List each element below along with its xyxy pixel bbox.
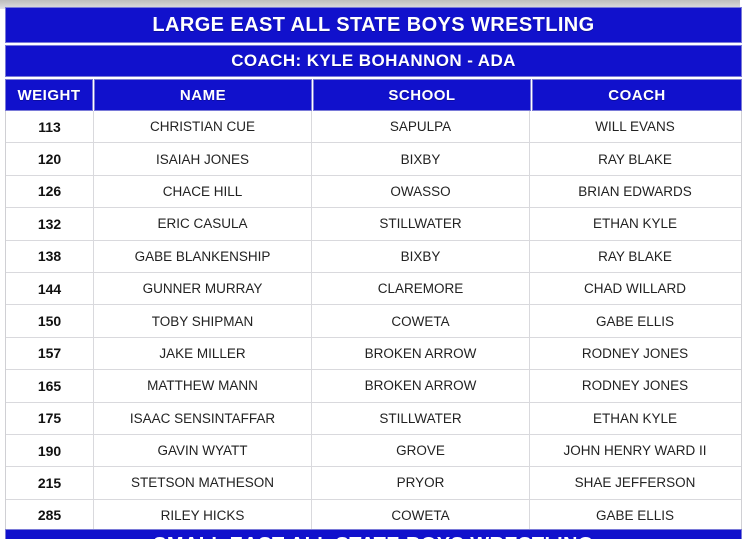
table-row: 175 ISAAC SENSINTAFFAR STILLWATER ETHAN KYL… [6,402,741,435]
next-section-banner: SMALL EAST ALL STATE BOYS WRESTLING [5,529,742,539]
column-header-coach: COACH [532,79,742,111]
cell-weight: 215 [6,467,94,499]
table-row: 144 GUNNER MURRAY CLAREMORE CHAD WILLARD [6,272,741,306]
table-column-header-row: WEIGHT NAME SCHOOL COACH [5,79,742,111]
cell-weight: 120 [6,143,94,175]
cell-school: COWETA [312,305,530,337]
cell-weight: 175 [6,402,94,434]
cell-coach: BRIAN EDWARDS [578,183,692,199]
table-row: 126 CHACE HILL OWASSO BRIAN EDWARDS [6,175,741,209]
cell-weight: 113 [6,111,94,143]
cell-name: ISAAC SENSINTAFFAR [94,402,312,434]
cell-school: CLAREMORE [312,272,530,305]
cell-weight: 144 [6,272,94,305]
cell-coach: JOHN HENRY WARD II [563,443,707,459]
cell-weight: 190 [6,434,94,467]
cell-school: BROKEN ARROW [312,337,530,370]
cell-name: CHACE HILL [94,175,312,208]
cell-school: COWETA [312,499,530,532]
cell-name: ISAIAH JONES [94,143,312,175]
cell-weight: 157 [6,337,94,370]
cell-weight: 138 [6,240,94,272]
table-row: 285 RILEY HICKS COWETA GABE ELLIS [6,499,741,533]
cell-coach: GABE ELLIS [595,313,675,329]
cell-school: BIXBY [312,143,530,175]
cell-coach: RODNEY JONES [581,345,689,361]
cell-weight: 126 [6,175,94,208]
cell-coach: RAY BLAKE [598,248,672,264]
cell-coach: GABE ELLIS [595,507,675,523]
cell-name: ERIC CASULA [94,208,312,240]
table-row: 150 TOBY SHIPMAN COWETA GABE ELLIS [6,305,741,338]
cell-weight: 165 [6,370,94,402]
cell-name: GUNNER MURRAY [94,272,312,305]
cell-name: TOBY SHIPMAN [94,305,312,337]
table-row: 113 CHRISTIAN CUE SAPULPA WILL EVANS [6,111,741,144]
table-row: 165 MATTHEW MANN BROKEN ARROW RODNEY JONES [6,370,741,403]
cell-school: BROKEN ARROW [312,370,530,402]
table-row: 138 GABE BLANKENSHIP BIXBY RAY BLAKE [6,240,741,273]
cell-coach: RAY BLAKE [598,151,672,167]
table-row: 215 STETSON MATHESON PRYOR SHAE JEFFERSON [6,467,741,500]
cell-coach: RODNEY JONES [581,378,689,394]
cell-school: OWASSO [312,175,530,208]
table-row: 190 GAVIN WYATT GROVE JOHN HENRY WARD II [6,434,741,468]
cell-coach: WILL EVANS [595,119,675,135]
cell-name: GAVIN WYATT [94,434,312,467]
column-header-school: SCHOOL [313,79,531,111]
cell-weight: 132 [6,208,94,240]
cell-coach: CHAD WILLARD [583,281,686,297]
cell-school: STILLWATER [312,208,530,240]
cell-school: STILLWATER [312,402,530,434]
right-background-strip [740,0,750,539]
cell-name: JAKE MILLER [94,337,312,370]
cell-coach: SHAE JEFFERSON [574,475,696,491]
cell-weight: 150 [6,305,94,337]
roster-sheet: LARGE EAST ALL STATE BOYS WRESTLING COAC… [5,7,742,533]
cell-school: SAPULPA [312,111,530,143]
roster-table-body: 113 CHRISTIAN CUE SAPULPA WILL EVANS 120 ISAI… [5,111,742,533]
cell-weight: 285 [6,499,94,532]
roster-title-banner: LARGE EAST ALL STATE BOYS WRESTLING [5,7,742,43]
cell-name: RILEY HICKS [94,499,312,532]
head-coach-banner: COACH: KYLE BOHANNON - ADA [5,45,742,77]
table-row: 157 JAKE MILLER BROKEN ARROW RODNEY JONES [6,337,741,371]
cell-name: MATTHEW MANN [94,370,312,402]
cell-school: BIXBY [312,240,530,272]
cell-name: GABE BLANKENSHIP [94,240,312,272]
table-row: 120 ISAIAH JONES BIXBY RAY BLAKE [6,143,741,176]
cell-name: STETSON MATHESON [94,467,312,499]
column-header-name: NAME [94,79,312,111]
cell-school: GROVE [312,434,530,467]
cell-coach: ETHAN KYLE [592,216,678,232]
top-background-strip [0,0,750,9]
column-header-weight: WEIGHT [5,79,93,111]
cell-name: CHRISTIAN CUE [94,111,312,143]
cell-school: PRYOR [312,467,530,499]
cell-coach: ETHAN KYLE [592,410,678,426]
table-row: 132 ERIC CASULA STILLWATER ETHAN KYLE [6,208,741,241]
